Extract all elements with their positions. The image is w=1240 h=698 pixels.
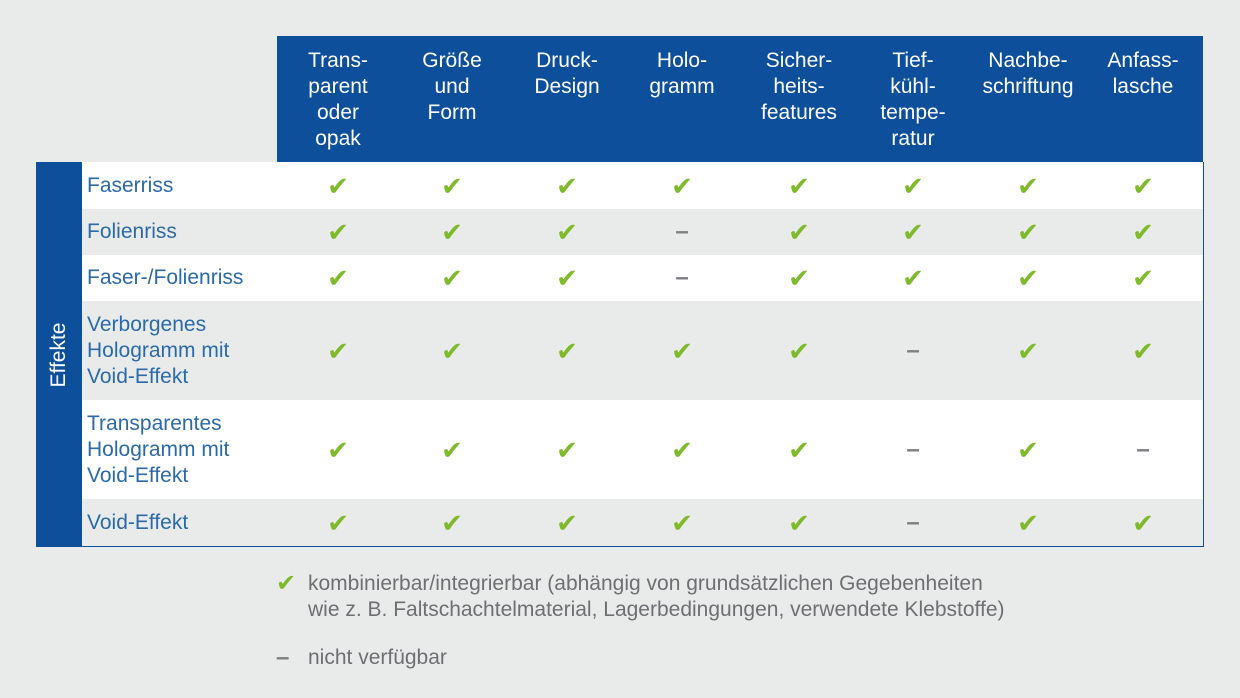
check-icon: ✔ [327, 263, 349, 293]
check-icon: ✔ [788, 335, 810, 366]
column-header: Holo- gramm [649, 49, 715, 98]
sidebar-label: Effekte [47, 322, 70, 387]
check-icon: ✔ [1132, 507, 1154, 538]
check-icon: ✔ [327, 170, 349, 201]
dash-icon: – [906, 508, 920, 536]
column-header: Größe und Form [422, 49, 482, 124]
check-icon: ✔ [1132, 170, 1154, 201]
table-row: Faser-/Folienriss ✔ ✔ ✔ – ✔ ✔ ✔ ✔ [82, 255, 1203, 301]
check-icon: ✔ [788, 170, 810, 201]
legend-text: nicht verfügbar [308, 646, 447, 669]
check-icon: ✔ [441, 434, 463, 465]
check-icon: ✔ [556, 263, 578, 293]
check-icon: ✔ [556, 170, 578, 201]
table-row: Void-Effekt ✔ ✔ ✔ ✔ ✔ – ✔ ✔ [82, 499, 1203, 546]
check-icon: ✔ [788, 434, 810, 465]
legend-item: ✔ kombinierbar/integrierbar (abhängig von… [276, 571, 1176, 623]
table-body: Faserriss ✔ ✔ ✔ ✔ ✔ ✔ ✔ ✔ Folienriss ✔ ✔ ✔ – ✔ ✔ ✔ ✔ Faser… [82, 162, 1204, 547]
check-icon: ✔ [556, 217, 578, 247]
check-icon: ✔ [1017, 335, 1039, 366]
check-icon: ✔ [276, 570, 297, 597]
check-icon: ✔ [556, 335, 578, 366]
row-label: Folienriss [87, 220, 177, 243]
table-row: Verborgenes Hologramm mit Void-Effekt ✔ ✔ ✔… [82, 301, 1203, 400]
dash-icon: – [1136, 435, 1150, 463]
check-icon: ✔ [788, 263, 810, 293]
check-icon: ✔ [327, 335, 349, 366]
table-sidebar: Effekte [36, 162, 82, 547]
row-label: Faser-/Folienriss [87, 266, 244, 289]
check-icon: ✔ [556, 507, 578, 538]
dash-icon: – [675, 264, 689, 291]
dash-icon: – [906, 435, 920, 463]
check-icon: ✔ [1132, 217, 1154, 247]
check-icon: ✔ [671, 434, 693, 465]
row-label: Transparentes Hologramm mit Void-Effekt [87, 411, 230, 487]
check-icon: ✔ [441, 170, 463, 201]
row-label: Void-Effekt [87, 510, 189, 534]
check-icon: ✔ [327, 507, 349, 538]
legend-text: kombinierbar/integrierbar (abhängig von … [308, 572, 1005, 621]
compatibility-table: Trans- parent oder opak Größe und Form Dru… [36, 36, 1204, 547]
column-header: Druck- Design [534, 49, 600, 98]
table-row: Faserriss ✔ ✔ ✔ ✔ ✔ ✔ ✔ ✔ [82, 162, 1203, 209]
row-label: Verborgenes Hologramm mit Void-Effekt [87, 312, 230, 388]
legend-item: – nicht verfügbar [276, 645, 1176, 671]
dash-icon: – [906, 336, 920, 364]
check-icon: ✔ [902, 263, 924, 293]
column-header: Anfass- lasche [1107, 49, 1179, 98]
check-icon: ✔ [441, 263, 463, 293]
dash-icon: – [276, 644, 290, 671]
check-icon: ✔ [902, 217, 924, 247]
check-icon: ✔ [441, 507, 463, 538]
check-icon: ✔ [1132, 335, 1154, 366]
column-header: Nachbe- schriftung [982, 49, 1074, 98]
legend: ✔ kombinierbar/integrierbar (abhängig von… [276, 571, 1176, 671]
check-icon: ✔ [327, 434, 349, 465]
check-icon: ✔ [1017, 217, 1039, 247]
check-icon: ✔ [1017, 170, 1039, 201]
check-icon: ✔ [902, 170, 924, 201]
row-label: Faserriss [87, 173, 174, 197]
check-icon: ✔ [671, 335, 693, 366]
check-icon: ✔ [1017, 434, 1039, 465]
check-icon: ✔ [441, 335, 463, 366]
dash-icon: – [675, 218, 689, 245]
check-icon: ✔ [671, 507, 693, 538]
column-header: Tief- kühl- tempe- ratur [880, 49, 946, 150]
column-header: Sicher- heits- features [761, 49, 837, 124]
check-icon: ✔ [788, 217, 810, 247]
check-icon: ✔ [441, 217, 463, 247]
check-icon: ✔ [327, 217, 349, 247]
check-icon: ✔ [556, 434, 578, 465]
table-row: Transparentes Hologramm mit Void-Effekt ✔… [82, 400, 1203, 499]
check-icon: ✔ [1132, 263, 1154, 293]
check-icon: ✔ [671, 170, 693, 201]
check-icon: ✔ [1017, 263, 1039, 293]
table-header: Trans- parent oder opak Größe und Form Dru… [277, 36, 1203, 162]
check-icon: ✔ [1017, 507, 1039, 538]
table-row: Folienriss ✔ ✔ ✔ – ✔ ✔ ✔ ✔ [82, 209, 1203, 255]
check-icon: ✔ [788, 507, 810, 538]
column-header: Trans- parent oder opak [308, 49, 368, 150]
